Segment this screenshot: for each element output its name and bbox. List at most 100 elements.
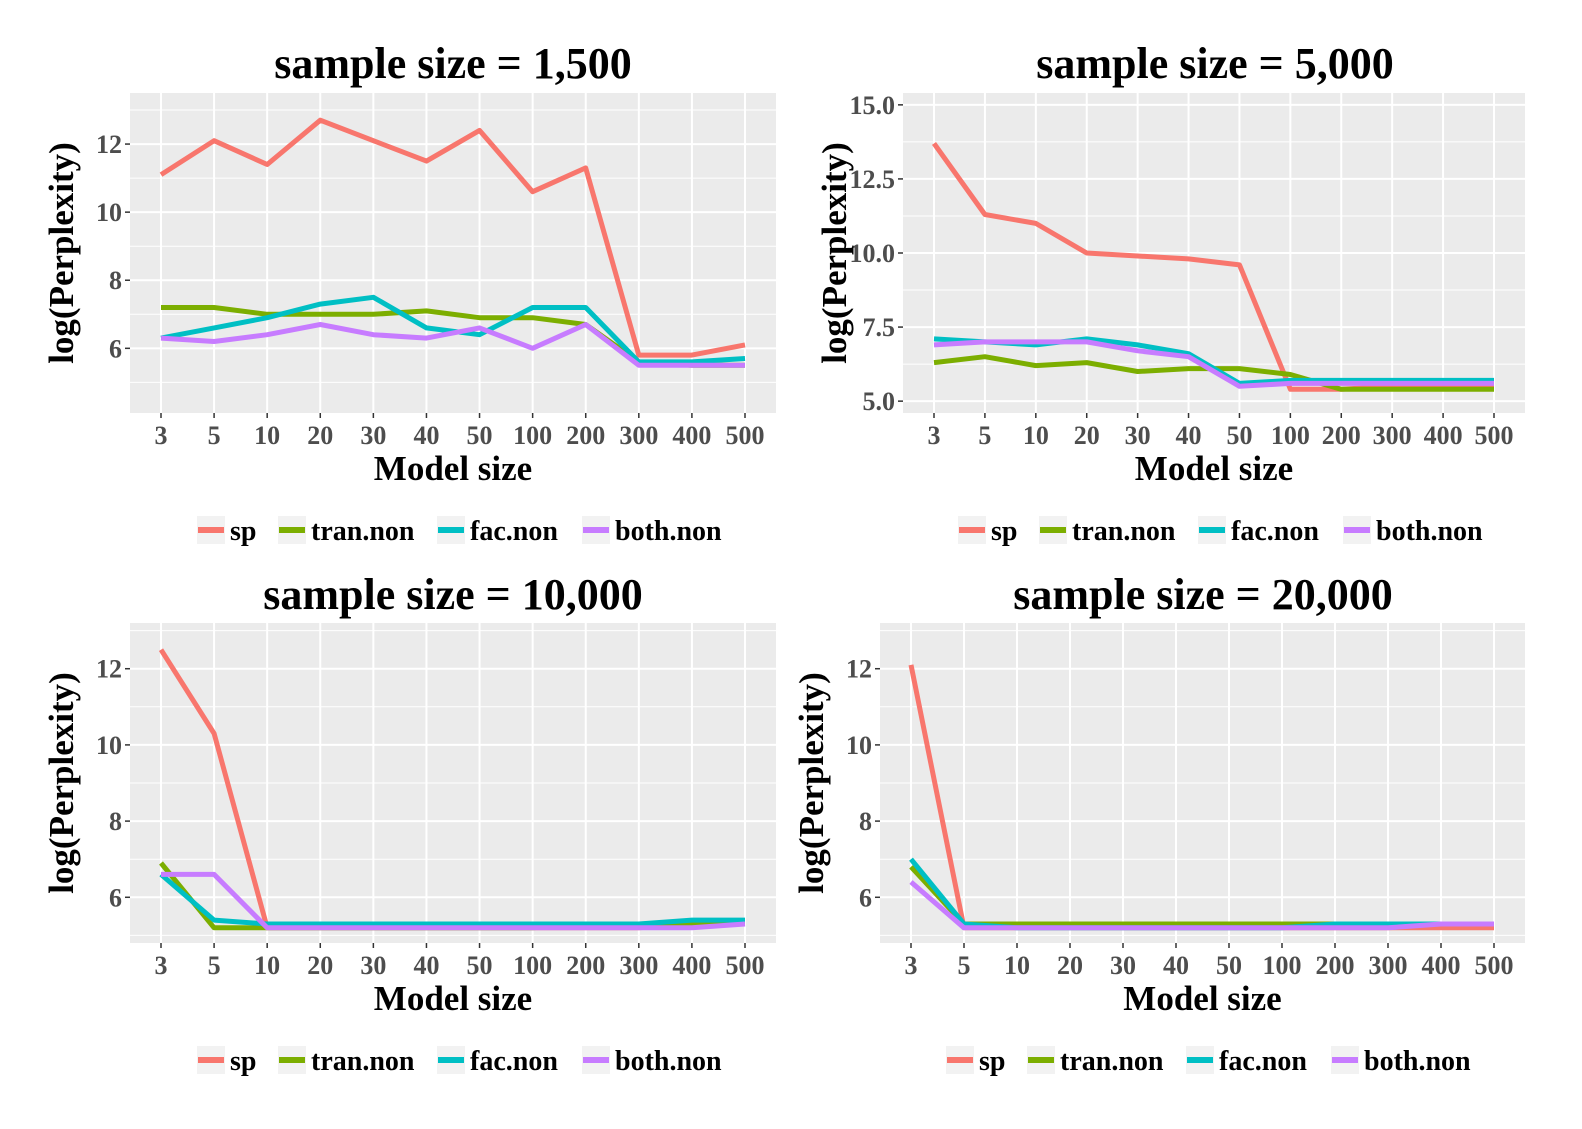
chart-title: sample size = 20,000 xyxy=(1013,570,1392,619)
x-tick-label: 3 xyxy=(155,421,168,450)
x-tick-label: 10 xyxy=(1023,421,1049,450)
legend-label: both.non xyxy=(1364,1046,1471,1077)
x-tick-label: 50 xyxy=(467,951,493,980)
x-tick-label: 30 xyxy=(1110,951,1136,980)
legend-label: both.non xyxy=(615,1046,722,1077)
y-tick-label: 12 xyxy=(96,130,122,159)
legend-label: both.non xyxy=(1376,516,1483,547)
x-tick-label: 3 xyxy=(905,951,918,980)
x-tick-label: 400 xyxy=(1424,421,1463,450)
x-tick-label: 500 xyxy=(1475,951,1514,980)
chart-title: sample size = 5,000 xyxy=(1036,39,1393,88)
legend-label: sp xyxy=(991,516,1017,547)
legend-label: both.non xyxy=(615,516,722,547)
x-tick-label: 400 xyxy=(672,951,711,980)
x-tick-label: 30 xyxy=(360,421,386,450)
y-axis-label: log(Perplexity) xyxy=(42,142,81,364)
x-tick-label: 100 xyxy=(513,421,552,450)
y-tick-label: 10.0 xyxy=(850,239,896,268)
x-tick-label: 30 xyxy=(360,951,386,980)
y-axis-label: log(Perplexity) xyxy=(815,142,854,364)
y-tick-label: 10 xyxy=(846,731,872,760)
x-axis-label: Model size xyxy=(1135,449,1293,488)
legend: sp tran.non fac.non both.non xyxy=(197,1046,722,1077)
y-tick-label: 10 xyxy=(96,198,122,227)
x-axis-label: Model size xyxy=(1123,979,1281,1018)
x-tick-label: 200 xyxy=(1316,951,1355,980)
chart-panel-4: sample size = 20,000 6 8 10 12 3 5 10 20 30 40 50 10… xyxy=(792,570,1525,1077)
chart-panel-2: sample size = 5,000 5.0 7.5 10.0 12.5 15.0 3 5 1… xyxy=(815,39,1525,547)
legend-label: tran.non xyxy=(311,516,415,547)
x-tick-label: 20 xyxy=(1074,421,1100,450)
legend-label: fac.non xyxy=(1219,1046,1307,1077)
x-axis-label: Model size xyxy=(374,449,532,488)
x-tick-label: 300 xyxy=(619,951,658,980)
chart-title: sample size = 1,500 xyxy=(274,39,631,88)
x-tick-label: 300 xyxy=(1373,421,1412,450)
series-line-both-non xyxy=(933,339,1494,389)
series-line-sp xyxy=(931,141,1494,392)
legend-label: tran.non xyxy=(1072,516,1176,547)
y-tick-label: 6 xyxy=(109,883,122,912)
x-tick-label: 3 xyxy=(928,421,941,450)
legend: sp tran.non fac.non both.non xyxy=(958,516,1483,547)
x-tick-label: 300 xyxy=(1369,951,1408,980)
x-tick-label: 20 xyxy=(1057,951,1083,980)
chart-title: sample size = 10,000 xyxy=(263,570,642,619)
y-tick-label: 12 xyxy=(96,655,122,684)
legend-label: tran.non xyxy=(311,1046,415,1077)
series-line-both-non xyxy=(909,880,1494,931)
x-tick-label: 500 xyxy=(726,951,765,980)
x-tick-label: 50 xyxy=(1216,951,1242,980)
x-tick-label: 20 xyxy=(307,951,333,980)
x-tick-label: 10 xyxy=(1004,951,1030,980)
x-tick-label: 40 xyxy=(413,951,439,980)
legend-label: fac.non xyxy=(1231,516,1319,547)
legend: sp tran.non fac.non both.non xyxy=(197,516,722,547)
y-axis-label: log(Perplexity) xyxy=(792,672,831,894)
legend-label: fac.non xyxy=(470,516,558,547)
legend-label: sp xyxy=(230,516,256,547)
x-tick-label: 200 xyxy=(566,421,605,450)
x-tick-label: 5 xyxy=(978,421,991,450)
x-tick-label: 100 xyxy=(1263,951,1302,980)
x-tick-label: 3 xyxy=(155,951,168,980)
x-tick-label: 5 xyxy=(958,951,971,980)
y-tick-label: 12.5 xyxy=(850,165,896,194)
x-axis-label: Model size xyxy=(374,979,532,1018)
x-tick-label: 400 xyxy=(672,421,711,450)
series-line-both-non xyxy=(160,322,745,368)
legend-label: tran.non xyxy=(1060,1046,1164,1077)
x-tick-label: 50 xyxy=(1226,421,1252,450)
y-tick-label: 12 xyxy=(846,655,872,684)
x-tick-label: 40 xyxy=(1176,421,1202,450)
x-tick-label: 10 xyxy=(254,951,280,980)
chart-panel-1: sample size = 1,500 6 8 10 12 3 5 10 20 30 40 50 100… xyxy=(42,39,776,547)
x-tick-label: 500 xyxy=(1475,421,1514,450)
chart-panel-3: sample size = 10,000 6 8 10 12 3 5 10 20 30 40 50 10… xyxy=(42,570,776,1077)
y-tick-label: 8 xyxy=(109,266,122,295)
x-tick-label: 40 xyxy=(413,421,439,450)
x-tick-label: 200 xyxy=(566,951,605,980)
series-line-sp xyxy=(159,117,746,358)
legend-label: sp xyxy=(979,1046,1005,1077)
y-tick-label: 10 xyxy=(96,731,122,760)
x-tick-label: 200 xyxy=(1322,421,1361,450)
x-tick-label: 400 xyxy=(1422,951,1461,980)
x-tick-label: 5 xyxy=(208,951,221,980)
y-tick-label: 6 xyxy=(859,883,872,912)
x-tick-label: 100 xyxy=(1271,421,1310,450)
x-tick-label: 40 xyxy=(1163,951,1189,980)
y-tick-label: 15.0 xyxy=(850,91,896,120)
legend: sp tran.non fac.non both.non xyxy=(946,1046,1471,1077)
legend-label: sp xyxy=(230,1046,256,1077)
series-line-both-non xyxy=(161,871,746,931)
y-tick-label: 7.5 xyxy=(863,313,896,342)
y-tick-label: 6 xyxy=(109,334,122,363)
x-tick-label: 500 xyxy=(726,421,765,450)
x-tick-label: 5 xyxy=(208,421,221,450)
y-tick-label: 5.0 xyxy=(863,387,896,416)
y-tick-label: 8 xyxy=(109,807,122,836)
x-tick-label: 50 xyxy=(467,421,493,450)
